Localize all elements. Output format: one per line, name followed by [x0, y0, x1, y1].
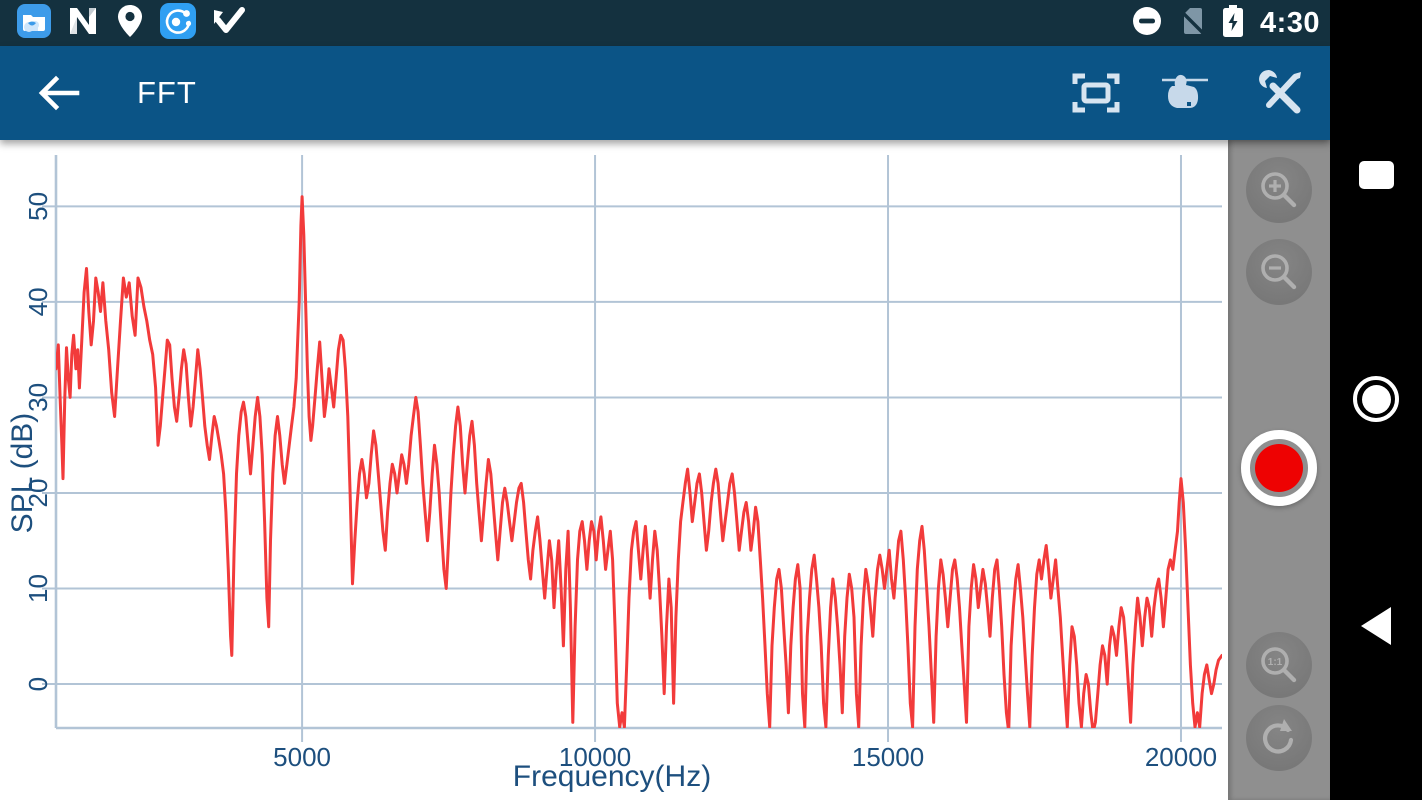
- y-axis-title: SPL (dB): [6, 412, 39, 534]
- zoom-out-button[interactable]: [1246, 239, 1312, 305]
- hand-tool-icon: [1162, 74, 1208, 108]
- x-axis-title: Frequency(Hz): [512, 760, 712, 793]
- axes: [54, 155, 1222, 730]
- page-title: FFT: [137, 75, 197, 110]
- svg-text:50: 50: [23, 192, 53, 221]
- zoom-in-icon: [1261, 172, 1297, 208]
- fit-screen-button[interactable]: [1070, 67, 1122, 119]
- grid-lines: [42, 155, 1222, 742]
- svg-text:40: 40: [23, 287, 53, 316]
- svg-text:10: 10: [23, 574, 53, 603]
- zoom-out-icon: [1261, 254, 1297, 290]
- battery-charging-icon: [1221, 3, 1245, 44]
- refresh-button[interactable]: [1246, 705, 1312, 771]
- tool-rail: 1:1: [1228, 140, 1330, 800]
- back-icon: [1361, 607, 1391, 645]
- svg-text:10000: 10000: [559, 742, 631, 772]
- refresh-icon: [1263, 719, 1294, 754]
- no-sim-icon: [1176, 4, 1208, 43]
- status-time: 4:30: [1259, 6, 1320, 39]
- back-button[interactable]: [32, 67, 84, 119]
- fft-trace: [56, 195, 1222, 728]
- fft-plot: 5000 10000 15000 20000 0 10 20 30 40 50: [23, 155, 1222, 772]
- y-tick-labels: 0 10 20 30 40 50: [23, 192, 53, 691]
- recents-button[interactable]: [1330, 140, 1422, 210]
- tools-button[interactable]: [1255, 67, 1307, 119]
- fit-screen-icon: [1072, 73, 1120, 113]
- record-icon: [1255, 444, 1303, 492]
- es-file-explorer-icon: [16, 3, 52, 44]
- app-bar: FFT: [0, 46, 1330, 140]
- app-window: 4:30 FFT: [0, 0, 1330, 800]
- svg-text:30: 30: [23, 383, 53, 412]
- android-nav-bar: [1330, 0, 1422, 800]
- zoom-in-button[interactable]: [1246, 157, 1312, 223]
- record-button[interactable]: [1241, 430, 1317, 506]
- android-n-icon: [65, 3, 101, 44]
- svg-text:0: 0: [23, 677, 53, 691]
- svg-text:1:1: 1:1: [1268, 657, 1283, 668]
- svg-text:20: 20: [23, 479, 53, 508]
- svg-text:20000: 20000: [1145, 742, 1217, 772]
- back-nav-button[interactable]: [1330, 591, 1422, 661]
- status-bar: 4:30: [0, 0, 1330, 46]
- status-bar-notification-icons: [16, 2, 246, 45]
- recents-icon: [1358, 161, 1394, 189]
- status-bar-system-icons: 4:30: [1131, 3, 1320, 44]
- hand-tool-button[interactable]: [1159, 67, 1211, 119]
- one-to-one-icon: 1:1: [1261, 647, 1297, 683]
- svg-text:15000: 15000: [852, 742, 924, 772]
- content: 5000 10000 15000 20000 0 10 20 30 40 50 SPL (dB) …: [0, 140, 1330, 800]
- do-not-disturb-icon: [1131, 5, 1163, 42]
- x-tick-labels: 5000 10000 15000 20000: [273, 742, 1217, 772]
- location-icon: [114, 3, 146, 44]
- checkmark-badge-icon: [210, 4, 246, 43]
- home-button[interactable]: [1330, 364, 1422, 434]
- fft-chart[interactable]: 5000 10000 15000 20000 0 10 20 30 40 50 SPL (dB) …: [0, 140, 1228, 800]
- home-icon: [1353, 376, 1399, 422]
- tools-icon: [1259, 70, 1301, 114]
- one-to-one-button[interactable]: 1:1: [1246, 632, 1312, 698]
- shareit-icon: [159, 2, 197, 45]
- svg-text:5000: 5000: [273, 742, 331, 772]
